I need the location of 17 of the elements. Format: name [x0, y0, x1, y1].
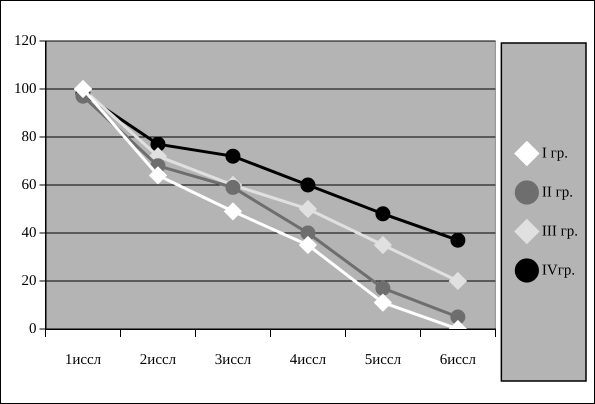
y-tick-label: 120: [14, 32, 36, 49]
y-tick-label: 60: [22, 176, 36, 193]
y-tick-label: 100: [14, 80, 36, 97]
x-tick-label: 2иссл: [140, 352, 177, 368]
legend-label: II гр.: [542, 184, 574, 200]
x-tick-label: 4иссл: [290, 352, 327, 368]
x-tick-label: 3иссл: [214, 352, 252, 368]
y-tick-label: 80: [22, 128, 36, 145]
y-tick-label: 0: [29, 320, 36, 337]
x-tick-label: 5иссл: [364, 352, 402, 368]
legend-label: III гр.: [542, 223, 578, 240]
x-tick-label: 6иссл: [440, 352, 477, 368]
y-tick-label: 40: [22, 224, 36, 241]
legend-label: IVгр.: [542, 262, 576, 278]
y-tick-label: 20: [22, 272, 36, 289]
legend-label: I гр.: [542, 145, 568, 162]
x-tick-label: 1иссл: [64, 352, 102, 368]
